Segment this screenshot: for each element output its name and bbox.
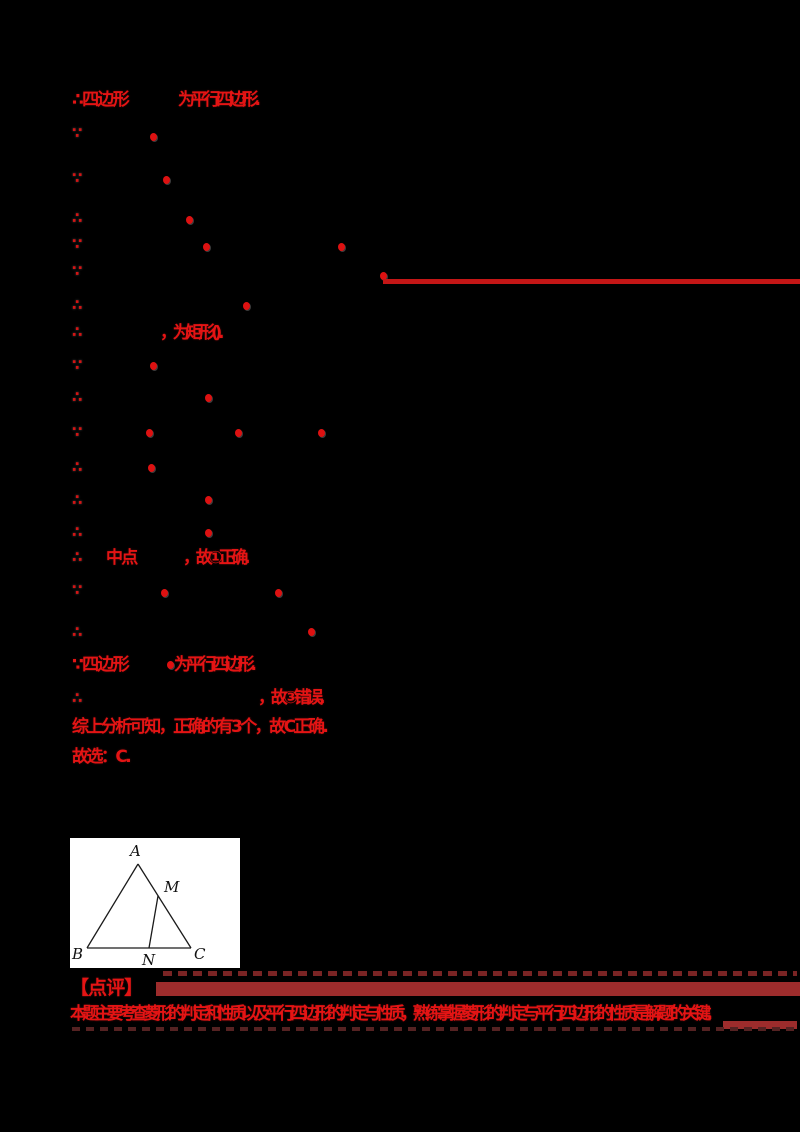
figure-edge xyxy=(137,863,192,949)
solution-text-fragment: ，故①正确. xyxy=(183,548,251,568)
because-icon: ∵ xyxy=(72,262,83,280)
because-icon: ∵ xyxy=(72,423,83,441)
solution-text-fragment: ，为矩形(). xyxy=(160,323,225,343)
solution-text-fragment: ∴四边形 xyxy=(72,90,130,110)
dashed-underline-row xyxy=(72,1027,797,1031)
figure-edge xyxy=(86,863,139,949)
therefore-icon: ∴ xyxy=(72,209,83,227)
vertex-label-N: N xyxy=(141,951,156,968)
red-glyph-dot xyxy=(203,243,210,251)
therefore-icon: ∴ xyxy=(72,548,83,566)
red-glyph-dot xyxy=(167,661,174,669)
red-glyph-dot xyxy=(146,429,153,437)
therefore-icon: ∴ xyxy=(72,323,83,341)
because-icon: ∵ xyxy=(72,581,83,599)
red-glyph-dot xyxy=(205,496,212,504)
solution-text-fragment: 本题主要考查菱形的判定和性质以及平行四边形的判定与性质，熟练掌握菱形的判定与平行… xyxy=(70,1004,713,1024)
dashed-underline-row xyxy=(163,971,797,976)
red-glyph-dot xyxy=(275,589,282,597)
solution-text-fragment: 【点评】 xyxy=(70,977,143,999)
because-icon: ∵ xyxy=(72,356,83,374)
red-glyph-dot xyxy=(380,272,387,280)
solution-text-fragment: ∵四边形 xyxy=(72,655,130,675)
because-icon: ∵ xyxy=(72,124,83,142)
therefore-icon: ∴ xyxy=(72,523,83,541)
vertex-label-A: A xyxy=(128,842,141,860)
figure-edge xyxy=(148,895,159,949)
red-glyph-dot xyxy=(150,133,157,141)
therefore-icon: ∴ xyxy=(72,296,83,314)
solution-text-fragment: 为平行四边形. xyxy=(178,90,261,110)
because-icon: ∵ xyxy=(72,235,83,253)
solution-text-fragment: 故选：C. xyxy=(72,747,132,767)
red-glyph-dot xyxy=(205,394,212,402)
solution-text-fragment: 综上分析可知，正确的有3个，故C正确. xyxy=(72,717,329,737)
therefore-icon: ∴ xyxy=(72,388,83,406)
therefore-icon: ∴ xyxy=(72,491,83,509)
vertex-label-C: C xyxy=(194,945,206,963)
red-glyph-dot xyxy=(163,176,170,184)
red-glyph-dot xyxy=(338,243,345,251)
red-glyph-dot xyxy=(243,302,250,310)
maroon-underline-segment xyxy=(723,1021,797,1029)
red-glyph-dot xyxy=(235,429,242,437)
red-glyph-dot xyxy=(150,362,157,370)
maroon-highlight-bar xyxy=(156,982,800,996)
because-icon: ∵ xyxy=(72,169,83,187)
solution-text-fragment: 为平行四边形. xyxy=(174,655,257,675)
therefore-icon: ∴ xyxy=(72,689,83,707)
red-glyph-dot xyxy=(148,464,155,472)
vertex-label-B: B xyxy=(71,945,83,963)
therefore-icon: ∴ xyxy=(72,623,83,641)
red-glyph-dot xyxy=(186,216,193,224)
solution-text-fragment: 中点 xyxy=(106,548,138,568)
triangle-diagram: A M B N C xyxy=(71,842,206,968)
vertex-label-M: M xyxy=(163,878,180,896)
red-glyph-dot xyxy=(308,628,315,636)
red-underline-bar xyxy=(383,279,800,284)
red-glyph-dot xyxy=(205,529,212,537)
red-glyph-dot xyxy=(318,429,325,437)
red-glyph-dot xyxy=(161,589,168,597)
geometry-figure: A M B N C xyxy=(70,838,240,968)
solution-text-fragment: ，故③错误. xyxy=(258,688,326,708)
therefore-icon: ∴ xyxy=(72,458,83,476)
